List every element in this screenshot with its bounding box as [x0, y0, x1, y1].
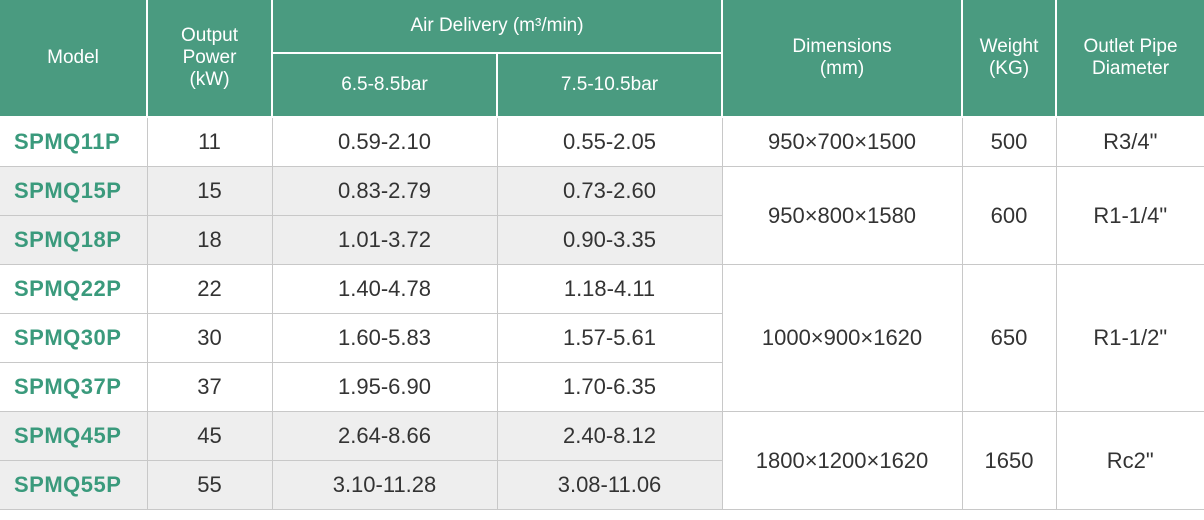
header-line: (KG) — [988, 58, 1030, 79]
power-cell: 30 — [146, 313, 273, 363]
header-line: Outlet Pipe — [1083, 36, 1178, 57]
table-body: SPMQ11P 11 0.59-2.10 0.55-2.05 950×700×1500 5… — [0, 116, 1204, 510]
header-row: Model Output Power (kW) Air Delivery (m³/m… — [0, 0, 1204, 118]
air-delivery-cell: 0.90-3.35 — [496, 215, 723, 265]
model-cell: SPMQ45P — [0, 411, 148, 461]
power-cell: 45 — [146, 411, 273, 461]
power-cell: 37 — [146, 362, 273, 412]
model-cell: SPMQ55P — [0, 460, 148, 510]
dimensions-cell: 1800×1200×1620 — [721, 411, 963, 510]
header-line: Diameter — [1091, 58, 1170, 79]
air-delivery-cell: 1.95-6.90 — [271, 362, 498, 412]
header-line: (kW) — [189, 69, 230, 90]
air-delivery-cell: 2.40-8.12 — [496, 411, 723, 461]
power-cell: 18 — [146, 215, 273, 265]
table-row: SPMQ55P 55 3.10-11.28 3.08-11.06 — [0, 460, 1204, 510]
power-cell: 55 — [146, 460, 273, 510]
table-row: SPMQ45P 45 2.64-8.66 2.40-8.12 1800×1200×162… — [0, 411, 1204, 510]
air-delivery-cell: 0.55-2.05 — [496, 116, 723, 167]
outlet-cell: Rc2" — [1055, 411, 1204, 510]
header-row: 6.5-8.5bar 7.5-10.5bar — [0, 53, 1204, 118]
model-cell: SPMQ22P — [0, 264, 148, 314]
outlet-cell: R3/4" — [1055, 116, 1204, 167]
power-cell: 11 — [146, 116, 273, 167]
model-cell: SPMQ15P — [0, 166, 148, 216]
header-cell: 7.5-10.5bar — [495, 53, 724, 118]
model-cell: SPMQ37P — [0, 362, 148, 412]
table-header: Model Output Power (kW) Air Delivery (m³/m… — [0, 0, 1204, 118]
header-cell: Dimensions (mm) — [721, 0, 964, 118]
outlet-cell: R1-1/4" — [1055, 166, 1204, 265]
air-delivery-cell: 1.18-4.11 — [496, 264, 723, 314]
weight-cell: 650 — [961, 264, 1057, 412]
air-delivery-cell: 3.10-11.28 — [271, 460, 498, 510]
dimensions-cell: 950×800×1580 — [721, 166, 963, 265]
table-row: SPMQ22P 22 1.40-4.78 1.18-4.11 1000×900×1620… — [0, 264, 1204, 412]
table-row: SPMQ11P 11 0.59-2.10 0.55-2.05 950×700×1500 5… — [0, 116, 1204, 167]
air-delivery-cell: 2.64-8.66 — [271, 411, 498, 461]
header-line: Power — [182, 47, 237, 68]
table-row: SPMQ30P 30 1.60-5.83 1.57-5.61 — [0, 313, 1204, 363]
outlet-cell: R1-1/2" — [1055, 264, 1204, 412]
header-cell: 6.5-8.5bar — [271, 53, 498, 118]
table-row: SPMQ18P 18 1.01-3.72 0.90-3.35 — [0, 215, 1204, 265]
dimensions-cell: 950×700×1500 — [721, 116, 963, 167]
weight-cell: 600 — [961, 166, 1057, 265]
header-cell: Model — [0, 0, 148, 118]
header-line: Output — [180, 25, 239, 46]
model-cell: SPMQ30P — [0, 313, 148, 363]
header-line: (mm) — [819, 58, 865, 79]
air-delivery-cell: 1.57-5.61 — [496, 313, 723, 363]
air-delivery-cell: 3.08-11.06 — [496, 460, 723, 510]
air-delivery-cell: 1.40-4.78 — [271, 264, 498, 314]
header-line: Weight — [979, 36, 1039, 57]
model-cell: SPMQ18P — [0, 215, 148, 265]
air-delivery-cell: 0.59-2.10 — [271, 116, 498, 167]
header-cell: Output Power (kW) — [146, 0, 273, 118]
table-row: SPMQ37P 37 1.95-6.90 1.70-6.35 — [0, 362, 1204, 412]
model-cell: SPMQ11P — [0, 116, 148, 167]
air-delivery-cell: 1.01-3.72 — [271, 215, 498, 265]
power-cell: 15 — [146, 166, 273, 216]
table-row: SPMQ15P 15 0.83-2.79 0.73-2.60 950×800×1580 6… — [0, 166, 1204, 265]
header-line: Dimensions — [792, 36, 892, 57]
header-cell: Outlet Pipe Diameter — [1055, 0, 1204, 118]
air-delivery-cell: 1.70-6.35 — [496, 362, 723, 412]
power-cell: 22 — [146, 264, 273, 314]
header-cell: Weight (KG) — [961, 0, 1058, 118]
weight-cell: 1650 — [961, 411, 1057, 510]
air-delivery-cell: 0.73-2.60 — [496, 166, 723, 216]
header-cell: Air Delivery (m³/min) — [270, 0, 724, 54]
air-delivery-cell: 1.60-5.83 — [271, 313, 498, 363]
dimensions-cell: 1000×900×1620 — [721, 264, 963, 412]
air-delivery-cell: 0.83-2.79 — [271, 166, 498, 216]
weight-cell: 500 — [961, 116, 1057, 167]
